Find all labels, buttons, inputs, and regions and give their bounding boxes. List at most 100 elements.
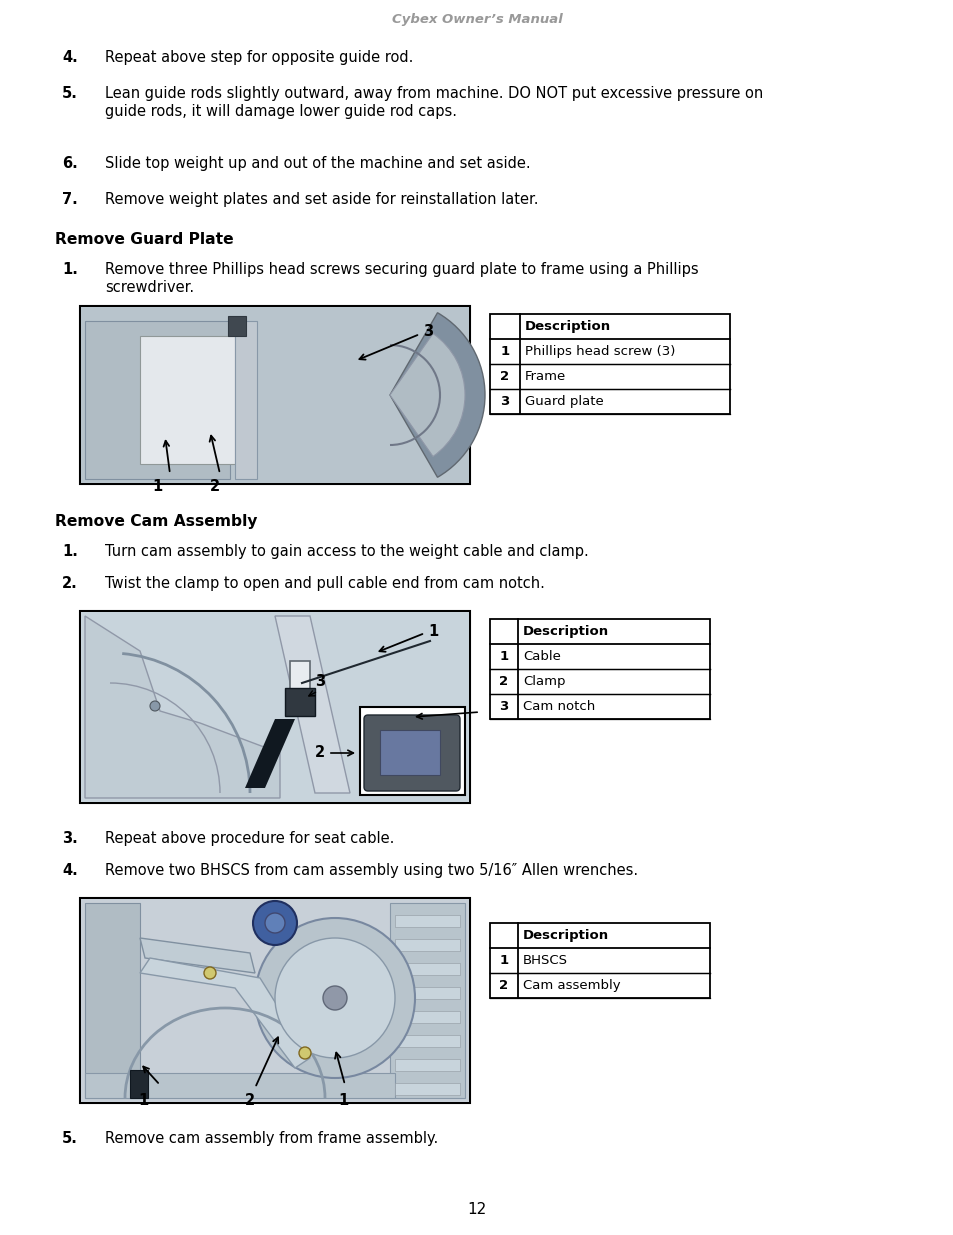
Text: 3: 3 (422, 324, 433, 338)
Text: Repeat above step for opposite guide rod.: Repeat above step for opposite guide rod… (105, 49, 413, 65)
Text: 1: 1 (337, 1093, 348, 1108)
Text: Remove two BHSCS from cam assembly using two 5/16″ Allen wrenches.: Remove two BHSCS from cam assembly using… (105, 863, 638, 878)
Polygon shape (274, 616, 350, 793)
Bar (285, 688, 314, 716)
Text: Description: Description (522, 625, 608, 638)
Text: Description: Description (522, 929, 608, 942)
Circle shape (274, 939, 395, 1058)
Text: Guard plate: Guard plate (524, 395, 603, 408)
Text: 2: 2 (210, 479, 220, 494)
Bar (80, 611, 470, 803)
Text: Turn cam assembly to gain access to the weight cable and clamp.: Turn cam assembly to gain access to the … (105, 543, 588, 559)
Bar (490, 619, 709, 719)
Text: 3.: 3. (62, 831, 78, 846)
Circle shape (298, 1047, 311, 1058)
Bar (130, 1070, 148, 1098)
Bar (85, 456, 230, 468)
Bar (85, 361, 230, 373)
Text: screwdriver.: screwdriver. (105, 280, 193, 295)
Text: 2: 2 (314, 745, 325, 760)
Text: Remove cam assembly from frame assembly.: Remove cam assembly from frame assembly. (105, 1131, 437, 1146)
Text: 7.: 7. (62, 191, 78, 207)
Bar (80, 306, 470, 484)
Text: 2: 2 (500, 370, 509, 383)
Text: 1: 1 (152, 479, 162, 494)
Wedge shape (390, 312, 484, 477)
Text: 2: 2 (499, 676, 508, 688)
Text: Remove Cam Assembly: Remove Cam Assembly (55, 514, 257, 529)
Polygon shape (245, 719, 294, 788)
Text: Lean guide rods slightly outward, away from machine. DO NOT put excessive pressu: Lean guide rods slightly outward, away f… (105, 86, 762, 101)
Bar (395, 915, 459, 927)
Bar (85, 342, 230, 354)
Bar (390, 903, 464, 1098)
Bar (379, 730, 439, 776)
Bar (290, 661, 310, 692)
Text: BHSCS: BHSCS (522, 953, 567, 967)
Text: Remove three Phillips head screws securing guard plate to frame using a Phillips: Remove three Phillips head screws securi… (105, 262, 698, 277)
Polygon shape (85, 616, 280, 798)
Polygon shape (140, 939, 254, 973)
Bar (85, 437, 230, 450)
Text: 1: 1 (428, 624, 437, 638)
Text: 4.: 4. (62, 49, 78, 65)
Bar (81, 613, 469, 802)
Bar (81, 899, 469, 1102)
Bar (395, 939, 459, 951)
Bar (490, 923, 709, 998)
Text: 3: 3 (500, 395, 509, 408)
Bar (228, 316, 246, 336)
Text: 1: 1 (500, 345, 509, 358)
Text: Remove Guard Plate: Remove Guard Plate (55, 232, 233, 247)
Text: 5.: 5. (62, 86, 78, 101)
Bar (395, 1035, 459, 1047)
Circle shape (253, 902, 296, 945)
Text: 1: 1 (138, 1093, 148, 1108)
Bar (359, 706, 464, 795)
Text: 12: 12 (467, 1202, 486, 1216)
Bar (395, 987, 459, 999)
Polygon shape (140, 336, 234, 464)
Text: Cable: Cable (522, 650, 560, 663)
Text: 2.: 2. (62, 576, 78, 592)
Bar (395, 1011, 459, 1023)
Text: 1: 1 (499, 953, 508, 967)
Text: 5.: 5. (62, 1131, 78, 1146)
Text: 4.: 4. (62, 863, 78, 878)
Circle shape (254, 918, 415, 1078)
Circle shape (204, 967, 215, 979)
Text: 1: 1 (499, 650, 508, 663)
Text: 2: 2 (245, 1093, 254, 1108)
Circle shape (150, 701, 160, 711)
Text: 6.: 6. (62, 156, 78, 170)
Text: Twist the clamp to open and pull cable end from cam notch.: Twist the clamp to open and pull cable e… (105, 576, 544, 592)
Text: 3: 3 (314, 674, 325, 689)
Text: Repeat above procedure for seat cable.: Repeat above procedure for seat cable. (105, 831, 394, 846)
Bar (80, 898, 470, 1103)
Text: Cybex Owner’s Manual: Cybex Owner’s Manual (392, 14, 561, 26)
Polygon shape (85, 321, 230, 479)
Bar (395, 963, 459, 974)
Bar (490, 314, 729, 414)
Text: guide rods, it will damage lower guide rod caps.: guide rods, it will damage lower guide r… (105, 104, 456, 119)
Bar (85, 417, 230, 430)
Circle shape (265, 913, 285, 932)
Text: 2: 2 (499, 979, 508, 992)
Bar (85, 399, 230, 411)
Bar (234, 321, 256, 479)
Text: Slide top weight up and out of the machine and set aside.: Slide top weight up and out of the machi… (105, 156, 530, 170)
Bar (81, 308, 469, 483)
Text: Cam assembly: Cam assembly (522, 979, 620, 992)
Bar (85, 324, 230, 335)
Wedge shape (390, 333, 464, 457)
Text: 3: 3 (498, 700, 508, 713)
Text: Cam notch: Cam notch (522, 700, 595, 713)
Bar (85, 1073, 395, 1098)
Text: 1.: 1. (62, 262, 78, 277)
Bar (395, 1083, 459, 1095)
Bar (395, 1058, 459, 1071)
Circle shape (323, 986, 347, 1010)
Bar (85, 380, 230, 391)
Bar (85, 903, 140, 1098)
Text: 1.: 1. (62, 543, 78, 559)
